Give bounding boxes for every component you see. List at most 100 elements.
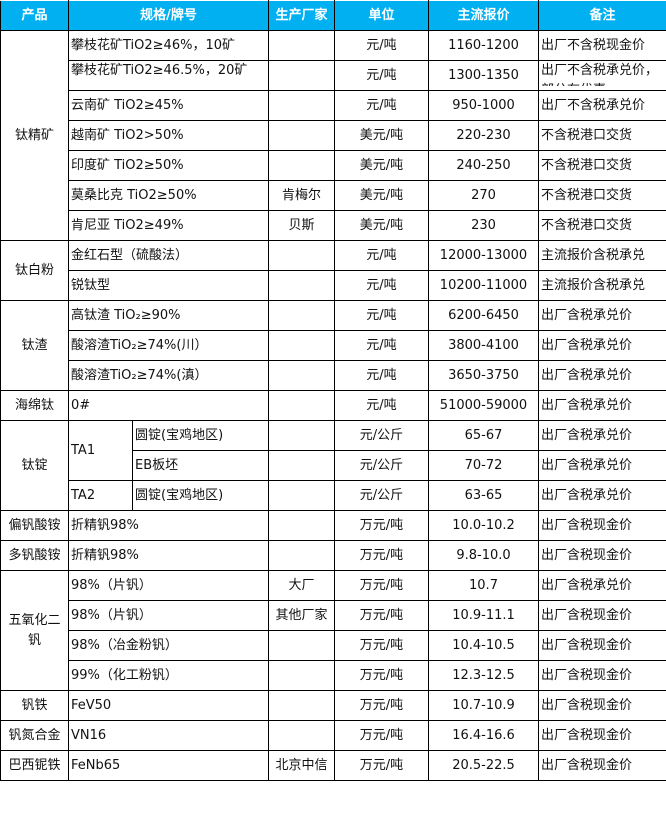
note-cell: 出厂不含税承兑价，部分有优惠	[538, 60, 666, 91]
table-row: 98%（片钒） 其他厂家 万元/吨 10.9-11.1 出厂含税现金价	[1, 600, 666, 631]
table-row: 越南矿 TiO2>50% 美元/吨 220-230 不含税港口交货	[1, 120, 666, 151]
price-cell: 270	[428, 180, 539, 211]
note-cell: 主流报价含税承兑	[538, 240, 666, 271]
spec-cell: 莫桑比克 TiO2≥50%	[68, 180, 269, 211]
maker-cell	[268, 480, 335, 511]
note-cell: 不含税港口交货	[538, 120, 666, 151]
header-spec: 规格/牌号	[68, 0, 269, 31]
table-row: 偏钒酸铵 折精钒98% 万元/吨 10.0-10.2 出厂含税现金价	[0, 510, 666, 541]
note-cell: 出厂含税现金价	[538, 630, 666, 661]
product-cell: 偏钒酸铵	[0, 510, 69, 541]
note-cell: 出厂含税现金价	[538, 750, 666, 781]
price-cell: 10200-11000	[428, 270, 539, 301]
unit-cell: 元/吨	[334, 300, 429, 331]
maker-cell	[268, 30, 335, 61]
maker-cell: 肯梅尔	[268, 180, 335, 211]
unit-cell: 元/吨	[334, 390, 429, 421]
note-cell: 出厂含税承兑价	[538, 390, 666, 421]
unit-cell: 美元/吨	[334, 150, 429, 181]
table-row: 锐钛型 元/吨 10200-11000 主流报价含税承兑	[1, 270, 666, 301]
price-cell: 230	[428, 210, 539, 241]
maker-cell	[268, 60, 335, 91]
note-cell: 出厂含税承兑价	[538, 330, 666, 361]
price-cell: 220-230	[428, 120, 539, 151]
price-cell: 20.5-22.5	[428, 750, 539, 781]
price-table: 产品 规格/牌号 生产厂家 单位 主流报价 备注 钛精矿 攀枝花矿TiO2≥46%…	[0, 0, 666, 781]
maker-cell	[268, 120, 335, 151]
note-cell: 出厂含税现金价	[538, 720, 666, 751]
maker-cell	[268, 330, 335, 361]
price-cell: 950-1000	[428, 90, 539, 121]
price-cell: 10.9-11.1	[428, 600, 539, 631]
note-cell: 出厂含税现金价	[538, 510, 666, 541]
unit-cell: 元/吨	[334, 270, 429, 301]
unit-cell: 万元/吨	[334, 750, 429, 781]
header-price: 主流报价	[428, 0, 539, 31]
maker-cell	[268, 540, 335, 571]
note-cell: 出厂含税现金价	[538, 540, 666, 571]
spec-cell: 攀枝花矿TiO2≥46%，10矿	[68, 30, 269, 61]
unit-cell: 元/吨	[334, 240, 429, 271]
table-row: 钒氮合金 VN16 万元/吨 16.4-16.6 出厂含税现金价	[0, 720, 666, 751]
product-cell: 巴西铌铁	[0, 750, 69, 781]
price-cell: 16.4-16.6	[428, 720, 539, 751]
maker-cell	[268, 360, 335, 391]
spec-cell: 肯尼亚 TiO2≥49%	[68, 210, 269, 241]
note-cell: 出厂含税现金价	[538, 690, 666, 721]
unit-cell: 万元/吨	[334, 540, 429, 571]
product-cell: 钛锭	[0, 420, 69, 511]
maker-cell	[268, 690, 335, 721]
spec-cell: FeV50	[68, 690, 269, 721]
spec-cell: 越南矿 TiO2>50%	[68, 120, 269, 151]
spec-cell: 锐钛型	[68, 270, 269, 301]
maker-cell: 贝斯	[268, 210, 335, 241]
spec-cell: 99%（化工粉钒）	[68, 660, 269, 691]
price-cell: 10.4-10.5	[428, 630, 539, 661]
spec-cell: 折精钒98%	[68, 510, 269, 541]
price-cell: 10.7	[428, 570, 539, 601]
spec-cell: 高钛渣 TiO₂≥90%	[68, 300, 269, 331]
spec-cell: 圆锭(宝鸡地区)	[132, 420, 269, 451]
note-cell: 不含税港口交货	[538, 180, 666, 211]
table-row: 多钒酸铵 折精钒98% 万元/吨 9.8-10.0 出厂含税现金价	[0, 540, 666, 571]
price-cell: 10.0-10.2	[428, 510, 539, 541]
table-row: 肯尼亚 TiO2≥49% 贝斯 美元/吨 230 不含税港口交货	[1, 210, 666, 241]
spec-cell: 金红石型（硫酸法）	[68, 240, 269, 271]
maker-cell	[268, 450, 335, 481]
header-row: 产品 规格/牌号 生产厂家 单位 主流报价 备注	[0, 0, 666, 31]
spec-cell: 98%（片钒）	[68, 570, 269, 601]
note-cell: 不含税港口交货	[538, 210, 666, 241]
maker-cell: 其他厂家	[268, 600, 335, 631]
unit-cell: 万元/吨	[334, 510, 429, 541]
price-cell: 65-67	[428, 420, 539, 451]
spec-cell: VN16	[68, 720, 269, 751]
note-cell: 主流报价含税承兑	[538, 270, 666, 301]
maker-cell	[268, 300, 335, 331]
unit-cell: 万元/吨	[334, 720, 429, 751]
spec-cell: 酸溶渣TiO₂≥74%(滇）	[68, 360, 269, 391]
unit-cell: 元/吨	[334, 30, 429, 61]
table-row: 攀枝花矿TiO2≥46.5%，20矿 元/吨1300-1350出厂不含税承兑价，部…	[1, 60, 666, 91]
spec-cell: EB板坯	[132, 450, 269, 481]
price-cell: 1300-1350	[428, 60, 539, 91]
table-row: 酸溶渣TiO₂≥74%(滇） 元/吨 3650-3750 出厂含税承兑价	[1, 360, 666, 391]
maker-cell	[268, 150, 335, 181]
table-row: 99%（化工粉钒） 万元/吨 12.3-12.5 出厂含税现金价	[1, 660, 666, 691]
header-product: 产品	[0, 0, 69, 31]
price-cell: 3650-3750	[428, 360, 539, 391]
unit-cell: 万元/吨	[334, 600, 429, 631]
table-row: 钒铁 FeV50 万元/吨 10.7-10.9 出厂含税现金价	[0, 690, 666, 721]
unit-cell: 元/吨	[334, 90, 429, 121]
price-cell: 12000-13000	[428, 240, 539, 271]
table-row: 巴西铌铁 FeNb65 北京中信 万元/吨 20.5-22.5 出厂含税现金价	[0, 750, 666, 781]
product-cell: 五氧化二钒	[0, 570, 69, 691]
table-row: TA2 圆锭(宝鸡地区) 元/公斤 63-65 出厂含税承兑价	[1, 480, 666, 511]
price-cell: 3800-4100	[428, 330, 539, 361]
note-cell: 出厂不含税承兑价	[538, 90, 666, 121]
spec-cell: 攀枝花矿TiO2≥46.5%，20矿	[68, 60, 269, 91]
table-row: 印度矿 TiO2≥50% 美元/吨 240-250 不含税港口交货	[1, 150, 666, 181]
maker-cell	[268, 240, 335, 271]
header-maker: 生产厂家	[268, 0, 335, 31]
spec-cell: 印度矿 TiO2≥50%	[68, 150, 269, 181]
unit-cell: 元/吨	[334, 360, 429, 391]
